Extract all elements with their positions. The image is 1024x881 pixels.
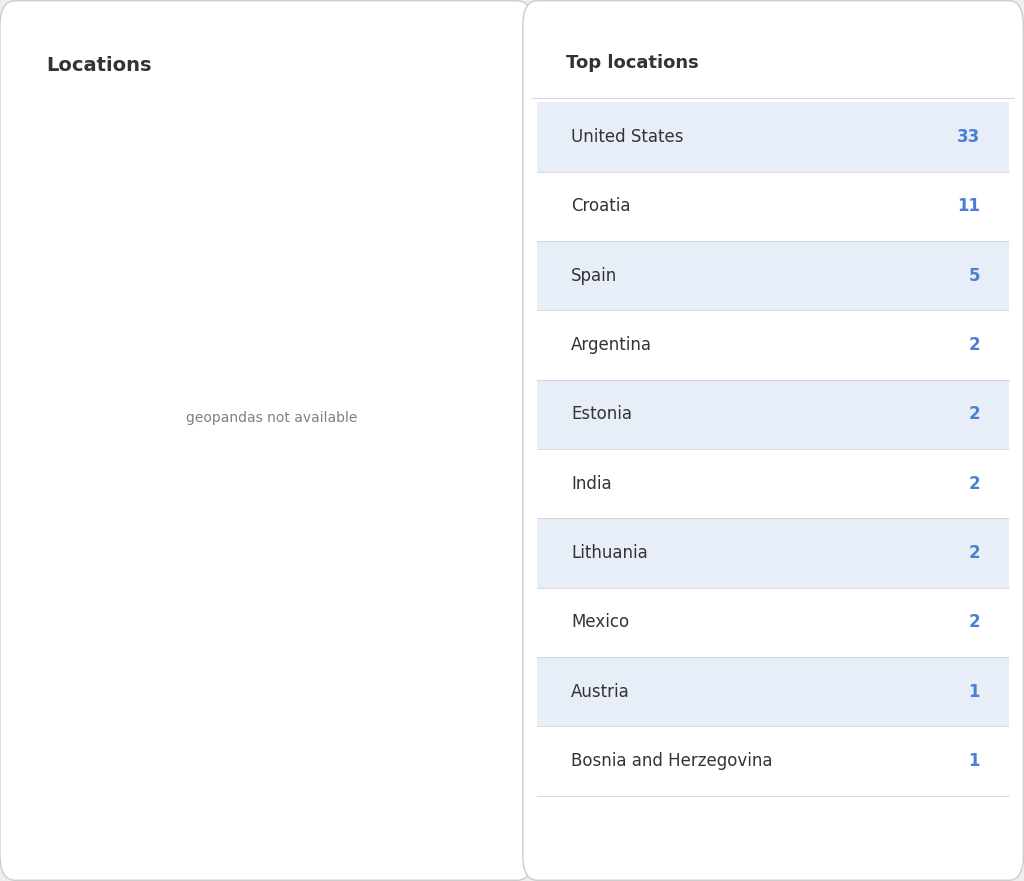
Text: 1: 1 <box>969 752 980 770</box>
Text: 2: 2 <box>969 475 980 492</box>
Bar <box>538 241 1009 310</box>
Bar <box>538 310 1009 380</box>
Text: 2: 2 <box>969 405 980 423</box>
Text: 2: 2 <box>969 544 980 562</box>
Text: geopandas not available: geopandas not available <box>185 411 357 426</box>
Text: Estonia: Estonia <box>571 405 632 423</box>
Bar <box>538 449 1009 518</box>
Text: Argentina: Argentina <box>571 336 652 354</box>
Text: Top locations: Top locations <box>566 54 699 72</box>
Text: 2: 2 <box>969 613 980 632</box>
FancyBboxPatch shape <box>523 1 1023 880</box>
Text: 1: 1 <box>969 683 980 700</box>
Text: India: India <box>571 475 611 492</box>
Text: Austria: Austria <box>571 683 630 700</box>
Text: Bosnia and Herzegovina: Bosnia and Herzegovina <box>571 752 772 770</box>
Bar <box>538 588 1009 657</box>
FancyBboxPatch shape <box>0 1 532 880</box>
Bar <box>538 657 1009 726</box>
Text: 33: 33 <box>956 128 980 146</box>
Text: Lithuania: Lithuania <box>571 544 648 562</box>
Text: Spain: Spain <box>571 267 617 285</box>
Text: 5: 5 <box>969 267 980 285</box>
Bar <box>538 726 1009 796</box>
Bar <box>538 380 1009 449</box>
Text: 2: 2 <box>969 336 980 354</box>
Bar <box>538 172 1009 241</box>
Text: Mexico: Mexico <box>571 613 629 632</box>
Bar <box>538 518 1009 588</box>
Bar <box>538 102 1009 172</box>
Text: Croatia: Croatia <box>571 197 631 215</box>
Text: United States: United States <box>571 128 683 146</box>
Text: Locations: Locations <box>46 56 152 75</box>
Text: 11: 11 <box>957 197 980 215</box>
